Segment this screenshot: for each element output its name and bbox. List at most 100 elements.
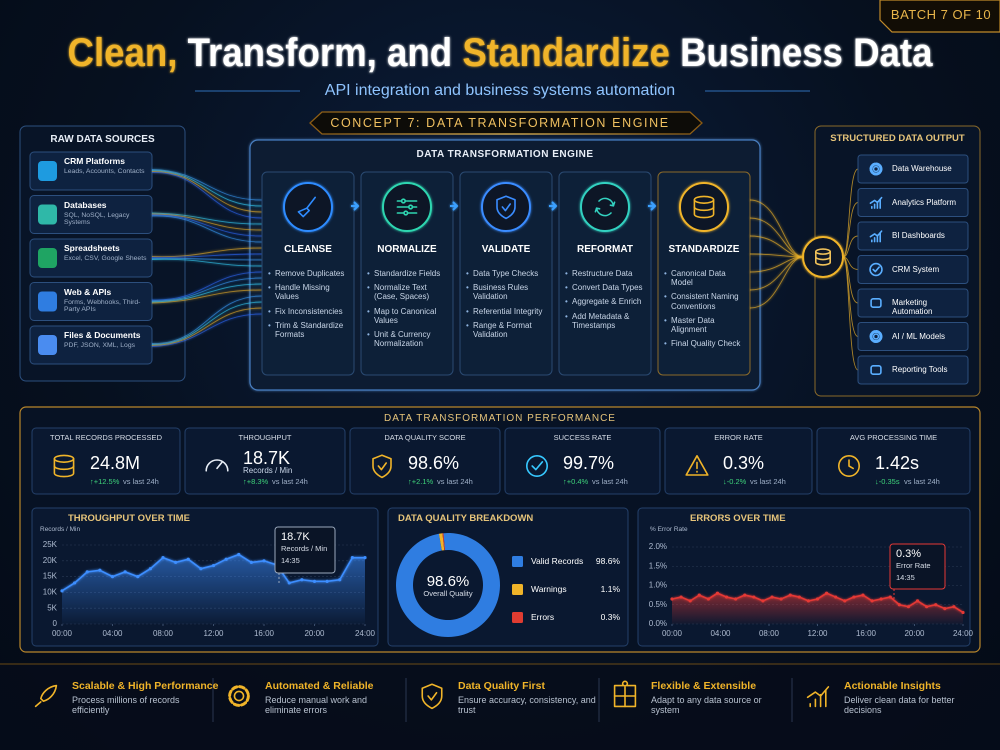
feature-desc: Ensure accuracy, consistency, and trust (458, 695, 596, 716)
output-card (857, 188, 969, 217)
point (861, 593, 865, 597)
legend-swatch (512, 584, 523, 595)
feature-title: Automated & Reliable (265, 680, 374, 692)
icon (869, 162, 883, 176)
point (734, 597, 738, 601)
kpi-note: vs last 24h (123, 477, 159, 486)
footer-band (0, 665, 1000, 750)
icon (53, 454, 75, 478)
flow-line (151, 171, 263, 213)
chart-title: DATA QUALITY BREAKDOWN (398, 513, 534, 524)
flow-line (749, 256, 804, 309)
kpi-value: 18.7K (243, 448, 291, 468)
kpi-label: TOTAL RECORDS PROCESSED (50, 433, 162, 442)
callout-time: 14:35 (281, 556, 300, 565)
point (952, 605, 956, 609)
step-item: Handle Missing Values (268, 283, 352, 301)
icon-part (525, 454, 548, 477)
icon-part (40, 684, 58, 702)
feature-title: Scalable & High Performance (72, 680, 219, 692)
step-item: Master Data Alignment (664, 316, 748, 334)
icon-part (870, 364, 882, 375)
callout-time: 14:35 (896, 573, 915, 582)
x-tick-label: 20:00 (304, 629, 325, 638)
flow-line (749, 217, 804, 258)
output-card (857, 221, 969, 251)
flow-line (151, 277, 263, 302)
icon-part (205, 459, 229, 472)
flow-line (749, 256, 804, 291)
source-card (29, 238, 153, 278)
kpi-delta: +12.5% (90, 477, 120, 487)
callout-value: 0.3% (896, 548, 922, 560)
flow-line (151, 295, 263, 344)
point (770, 595, 774, 599)
output-name: Analytics Platform (892, 197, 957, 207)
source-card (29, 195, 153, 234)
icon-part (609, 201, 616, 207)
legend-swatch (512, 556, 523, 567)
step-name: VALIDATE (481, 244, 531, 255)
icon-part (869, 230, 883, 238)
kpi-card (504, 427, 661, 495)
icon-part (501, 203, 511, 212)
kpi-label: SUCCESS RATE (553, 433, 612, 442)
point (925, 605, 929, 609)
step-item: Normalize Text (Case, Spaces) (367, 283, 451, 301)
icon-part (613, 680, 637, 708)
output-name: AI / ML Models (892, 331, 946, 341)
point (934, 603, 938, 607)
icon (837, 454, 860, 477)
callout-label: Records / Min (281, 544, 328, 553)
point (943, 607, 947, 611)
point (123, 570, 127, 574)
output-card (857, 154, 969, 184)
step-item: Consistent Naming Conventions (664, 292, 748, 310)
output-card (857, 355, 969, 385)
point (174, 560, 178, 564)
icon (870, 297, 882, 308)
y-tick-label: 0.0% (649, 619, 667, 628)
icon-part (869, 329, 883, 344)
icon-part (531, 461, 544, 471)
icon-part (595, 207, 612, 217)
icon-part (693, 199, 715, 219)
flow-line (151, 212, 263, 225)
icon (806, 686, 830, 708)
y-tick-label: 2.0% (649, 542, 667, 551)
title-part: Clean, (68, 31, 178, 75)
kpi-card (349, 427, 501, 495)
icon-part (216, 461, 224, 470)
panel-title: STRUCTURED DATA OUTPUT (830, 133, 965, 144)
point (148, 567, 152, 571)
kpi-card (816, 427, 971, 495)
point (73, 581, 77, 585)
point (338, 578, 342, 582)
point (906, 605, 911, 609)
kpi-value: 99.7% (563, 453, 615, 473)
source-icon (38, 335, 57, 355)
x-tick-label: 00:00 (662, 629, 683, 638)
x-tick-label: 12:00 (203, 629, 224, 638)
icon (594, 197, 616, 217)
icon-part (869, 262, 883, 277)
flow-line (151, 247, 263, 258)
flow-line (151, 307, 263, 346)
feature-title: Actionable Insights (844, 680, 941, 692)
icon-part (427, 691, 438, 701)
icon-part (403, 210, 409, 216)
y-tick-label: 0.5% (649, 600, 667, 609)
step-name: NORMALIZE (377, 244, 437, 255)
kpi-delta: +0.4% (563, 477, 588, 487)
step-item: Data Type Checks (466, 269, 550, 278)
kpi-label: ERROR RATE (714, 433, 763, 442)
kpi-delta: -0.35s (875, 477, 900, 487)
kpi-note: vs last 24h (904, 477, 940, 486)
point (350, 556, 354, 560)
step-name: REFORMAT (577, 244, 633, 255)
source-card (29, 151, 153, 191)
callout (274, 526, 336, 574)
point (224, 557, 228, 561)
